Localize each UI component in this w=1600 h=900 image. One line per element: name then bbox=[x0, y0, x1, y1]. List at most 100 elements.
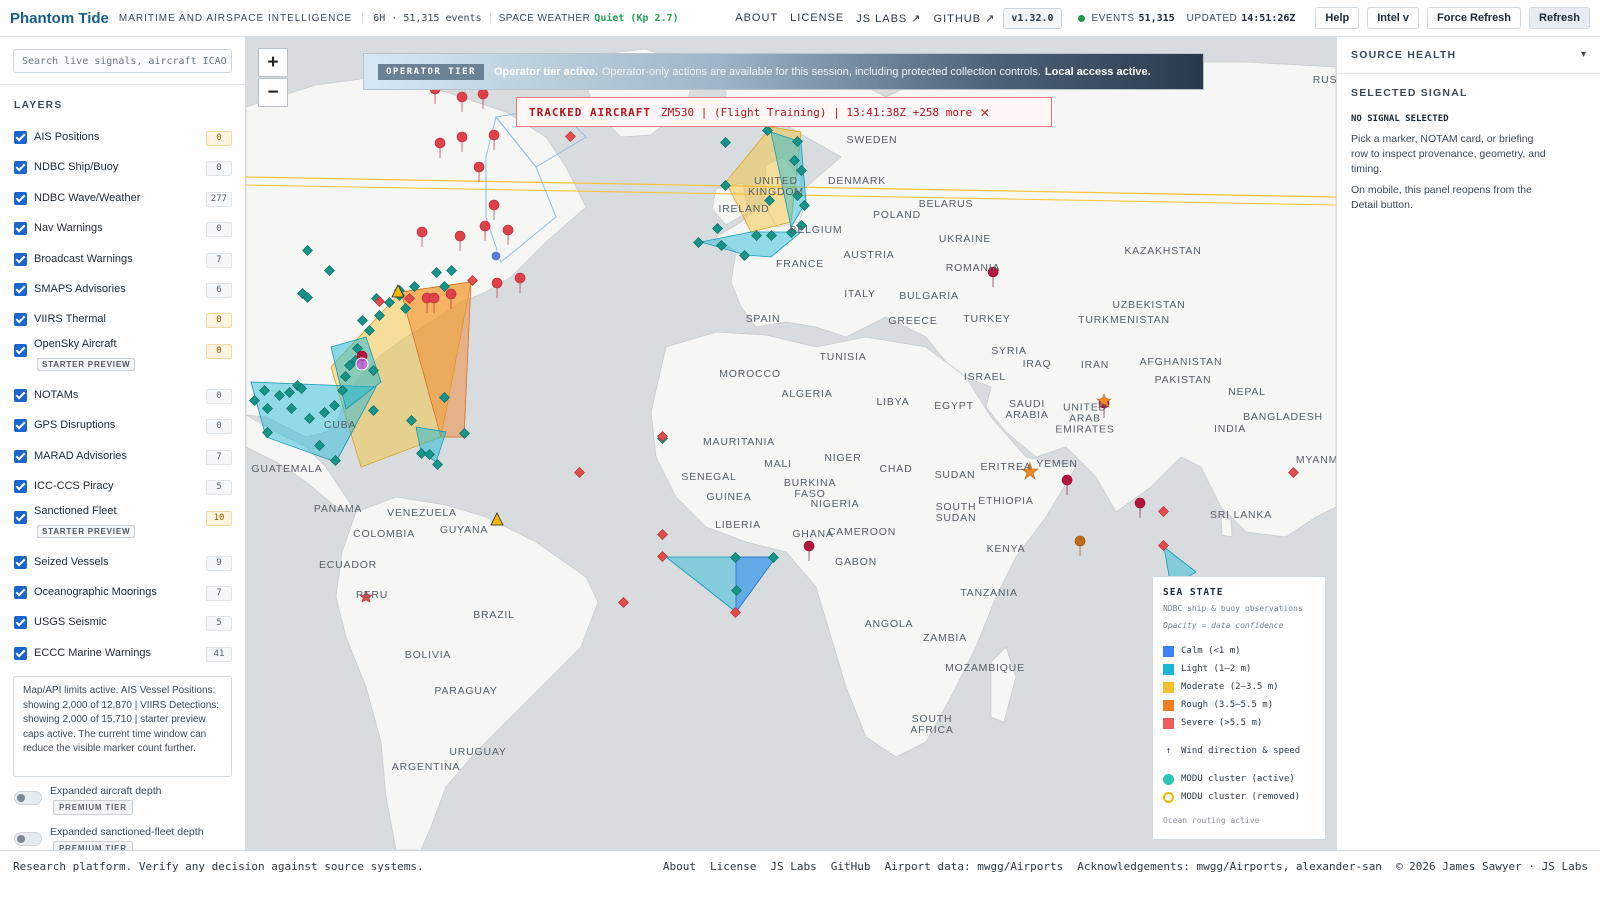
place-label: KENYA bbox=[986, 543, 1026, 555]
layer-row[interactable]: OpenSky Aircraft 0 STARTER PREVIEW bbox=[14, 338, 232, 371]
map-canvas[interactable]: SWEDEN DENMARK BELARUS UNITED KINGDOM IRELAN… bbox=[246, 37, 1336, 850]
layer-checkbox[interactable] bbox=[14, 419, 27, 432]
layers-heading: LAYERS bbox=[14, 100, 63, 111]
layer-checkbox[interactable] bbox=[14, 344, 27, 357]
aircraft-marker[interactable] bbox=[355, 357, 369, 371]
place-label: PANAMA bbox=[313, 503, 363, 515]
layer-count-badge: 5 bbox=[206, 616, 232, 631]
aircraft-marker[interactable] bbox=[490, 250, 502, 262]
layer-checkbox[interactable] bbox=[14, 161, 27, 174]
layer-checkbox[interactable] bbox=[14, 313, 27, 326]
layer-label: AIS Positions bbox=[34, 131, 100, 143]
layer-checkbox[interactable] bbox=[14, 586, 27, 599]
layer-row[interactable]: Nav Warnings 0 bbox=[14, 216, 232, 242]
layer-row[interactable]: ECCC Marine Warnings 41 bbox=[14, 641, 232, 667]
layer-row[interactable]: Sanctioned Fleet 10 STARTER PREVIEW bbox=[14, 505, 232, 538]
advisory-triangles[interactable] bbox=[391, 284, 504, 526]
place-label: FRANCE bbox=[776, 258, 824, 270]
place-label: MYANM bbox=[1295, 454, 1336, 466]
legend-title: SEA STATE bbox=[1163, 587, 1224, 598]
layer-checkbox[interactable] bbox=[14, 480, 27, 493]
layer-row[interactable]: USGS Seismic 5 bbox=[14, 610, 232, 636]
layer-row[interactable]: NOTAMs 0 bbox=[14, 383, 232, 409]
layer-count-badge: 41 bbox=[206, 647, 232, 662]
layer-count-badge: 0 bbox=[206, 389, 232, 404]
close-icon[interactable]: ✕ bbox=[980, 103, 990, 121]
legend-swatch bbox=[1163, 681, 1174, 693]
legend-item: Moderate (2–3.5 m) bbox=[1163, 678, 1315, 696]
layer-checkbox[interactable] bbox=[14, 450, 27, 463]
legend-footer: Ocean routing active bbox=[1163, 816, 1260, 825]
zoom-in-button[interactable]: + bbox=[258, 48, 288, 77]
nav-about[interactable]: ABOUT bbox=[735, 12, 779, 24]
source-health-heading[interactable]: SOURCE HEALTH bbox=[1351, 49, 1457, 61]
layer-label: MARAD Advisories bbox=[34, 450, 127, 462]
layer-checkbox[interactable] bbox=[14, 222, 27, 235]
intel-menu-button[interactable]: Intel v bbox=[1367, 7, 1420, 29]
footer-link[interactable]: GitHub bbox=[830, 860, 871, 873]
footer-link[interactable]: About bbox=[662, 860, 697, 873]
layer-checkbox[interactable] bbox=[14, 192, 27, 205]
seismic-markers[interactable] bbox=[359, 393, 1112, 603]
space-weather-value: Quiet (Kp 2.7) bbox=[594, 12, 679, 24]
toggle-switch[interactable] bbox=[14, 832, 42, 846]
layer-row[interactable]: VIIRS Thermal 0 bbox=[14, 307, 232, 333]
layer-row[interactable]: NDBC Ship/Buoy 0 bbox=[14, 155, 232, 181]
footer-link[interactable]: © 2026 James Sawyer · JS Labs bbox=[1395, 860, 1588, 873]
updated-label: UPDATED bbox=[1186, 12, 1238, 24]
layer-checkbox[interactable] bbox=[14, 556, 27, 569]
place-label: ARGENTINA bbox=[391, 761, 461, 773]
nav-license[interactable]: LICENSE bbox=[790, 12, 845, 24]
layer-row[interactable]: SMAPS Advisories 6 bbox=[14, 277, 232, 303]
layer-checkbox[interactable] bbox=[14, 616, 27, 629]
chevron-down-icon[interactable]: ▾ bbox=[1580, 49, 1586, 60]
place-label: UZBEKISTAN bbox=[1112, 299, 1186, 311]
layer-checkbox[interactable] bbox=[14, 283, 27, 296]
piracy-pin[interactable] bbox=[1074, 535, 1086, 557]
sea-state-polygons[interactable] bbox=[250, 126, 1197, 614]
premium-toggle-aircraft[interactable]: Expanded aircraft depth PREMIUM TIER bbox=[14, 785, 232, 821]
footer-link[interactable]: JS Labs bbox=[770, 860, 817, 873]
layer-count-badge: 0 bbox=[206, 131, 232, 146]
warning-markers[interactable] bbox=[374, 131, 1299, 618]
brand-name[interactable]: Phantom Tide bbox=[10, 9, 109, 27]
premium-toggle-sanctioned-fleet[interactable]: Expanded sanctioned-fleet depth PREMIUM … bbox=[14, 826, 232, 850]
layer-row[interactable]: Broadcast Warnings 7 bbox=[14, 247, 232, 273]
place-label: SENEGAL bbox=[681, 471, 737, 483]
layer-row[interactable]: AIS Positions 0 bbox=[14, 125, 232, 151]
footer-link[interactable]: License bbox=[710, 860, 757, 873]
legend-label: Rough (3.5–5.5 m) bbox=[1181, 700, 1274, 710]
layer-checkbox[interactable] bbox=[14, 389, 27, 402]
zoom-out-button[interactable]: − bbox=[258, 78, 288, 107]
help-button[interactable]: Help bbox=[1315, 7, 1360, 29]
legend-item: Severe (>5.5 m) bbox=[1163, 714, 1315, 732]
layer-row[interactable]: GPS Disruptions 0 bbox=[14, 413, 232, 439]
layer-checkbox[interactable] bbox=[14, 511, 27, 524]
search-input[interactable]: Search live signals, aircraft ICAO bbox=[13, 49, 232, 73]
place-label: SUDAN bbox=[934, 469, 976, 481]
refresh-button[interactable]: Refresh bbox=[1529, 7, 1590, 29]
layer-row[interactable]: MARAD Advisories 7 bbox=[14, 444, 232, 470]
legend-item: Light (1–2 m) bbox=[1163, 660, 1315, 678]
footer-link[interactable]: Airport data: mwgg/Airports bbox=[884, 860, 1064, 873]
tracked-aircraft-text[interactable]: ZM530 | (Flight Training) | 13:41:38Z +2… bbox=[660, 105, 973, 119]
place-label: SRI LANKA bbox=[1209, 509, 1273, 521]
station-markers[interactable] bbox=[249, 125, 810, 596]
time-window[interactable]: 6H · 51,315 events bbox=[373, 12, 491, 24]
toggle-switch[interactable] bbox=[14, 791, 42, 805]
force-refresh-button[interactable]: Force Refresh bbox=[1427, 7, 1522, 29]
nav-github[interactable]: GITHUB ↗ bbox=[933, 12, 996, 25]
tracked-aircraft-banner[interactable]: TRACKED AIRCRAFT ZM530 | (Flight Trainin… bbox=[516, 97, 1052, 127]
layer-checkbox[interactable] bbox=[14, 131, 27, 144]
layer-row[interactable]: ICC-CCS Piracy 5 bbox=[14, 474, 232, 500]
layer-checkbox[interactable] bbox=[14, 647, 27, 660]
layer-row[interactable]: Oceanographic Moorings 7 bbox=[14, 580, 232, 606]
layer-row[interactable]: NDBC Wave/Weather 277 bbox=[14, 186, 232, 212]
layer-label: ICC-CCS Piracy bbox=[34, 480, 114, 492]
layer-row[interactable]: Seized Vessels 9 bbox=[14, 550, 232, 576]
layer-checkbox[interactable] bbox=[14, 253, 27, 266]
place-label: KAZAKHSTAN bbox=[1124, 245, 1202, 257]
footer-link[interactable]: Acknowledgements: mwgg/Airports, alexand… bbox=[1077, 860, 1382, 873]
alert-pins[interactable] bbox=[416, 83, 526, 314]
nav-js-labs[interactable]: JS LABS ↗ bbox=[856, 12, 922, 25]
